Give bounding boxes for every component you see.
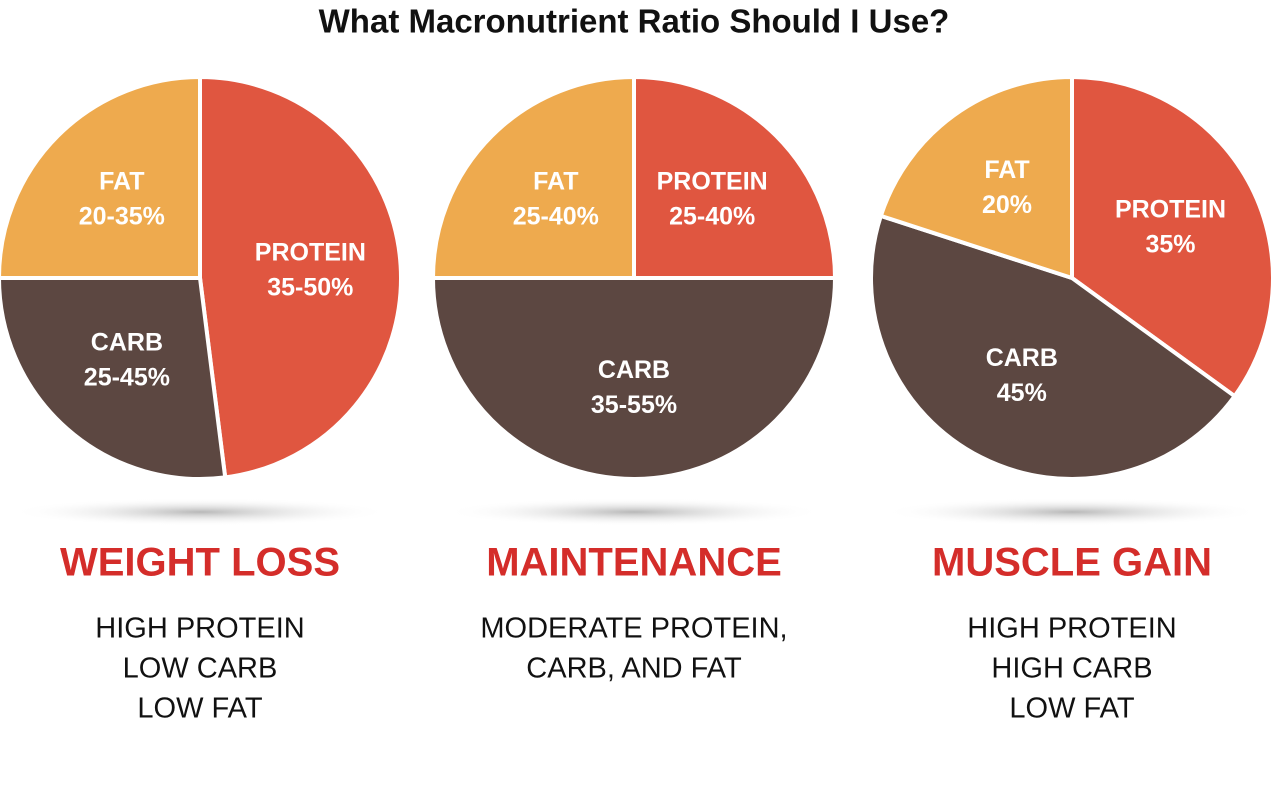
goal-description: LOW FAT xyxy=(137,693,262,725)
goal-heading: MUSCLE GAIN xyxy=(932,541,1212,585)
slice-label: CARB xyxy=(986,344,1058,372)
slice-label: FAT xyxy=(533,167,578,195)
slice-value: 25-40% xyxy=(669,202,755,230)
slice-label: PROTEIN xyxy=(1115,195,1226,223)
pie-slice xyxy=(0,276,228,481)
slice-label: FAT xyxy=(984,156,1029,184)
pie-shadow xyxy=(882,498,1262,526)
slice-label: FAT xyxy=(99,167,144,195)
pie-shadow xyxy=(444,498,824,526)
slice-label: PROTEIN xyxy=(657,167,768,195)
goal-heading: WEIGHT LOSS xyxy=(60,541,340,585)
pie-slice xyxy=(869,213,1238,481)
pie-shadow xyxy=(10,498,390,526)
goal-description: HIGH PROTEIN xyxy=(967,613,1176,645)
slice-value: 35-55% xyxy=(591,391,677,419)
slice-value: 20-35% xyxy=(79,202,165,230)
slice-value: 25-45% xyxy=(84,364,170,392)
pie-slice xyxy=(430,276,838,481)
pie-slice xyxy=(430,74,636,280)
slice-label: PROTEIN xyxy=(255,239,366,267)
goal-heading: MAINTENANCE xyxy=(486,541,782,585)
goal-description: LOW CARB xyxy=(123,653,278,685)
slice-label: CARB xyxy=(91,329,163,357)
goal-description: LOW FAT xyxy=(1009,693,1134,725)
slice-value: 20% xyxy=(982,191,1032,219)
pie-slice xyxy=(0,74,202,280)
slice-value: 35-50% xyxy=(267,274,353,302)
page-title: What Macronutrient Ratio Should I Use? xyxy=(319,3,950,40)
goal-description: CARB, AND FAT xyxy=(526,653,742,685)
pie-slice xyxy=(632,74,838,280)
slice-label: CARB xyxy=(598,356,670,384)
pie-slice xyxy=(198,74,403,480)
goal-description: MODERATE PROTEIN, xyxy=(480,613,787,645)
slice-value: 45% xyxy=(997,379,1047,407)
slice-value: 25-40% xyxy=(513,202,599,230)
goal-description: HIGH CARB xyxy=(991,653,1152,685)
pie-slice xyxy=(1070,74,1275,399)
slice-value: 35% xyxy=(1145,230,1195,258)
goal-description: HIGH PROTEIN xyxy=(95,613,304,645)
pie-slice xyxy=(878,74,1074,281)
